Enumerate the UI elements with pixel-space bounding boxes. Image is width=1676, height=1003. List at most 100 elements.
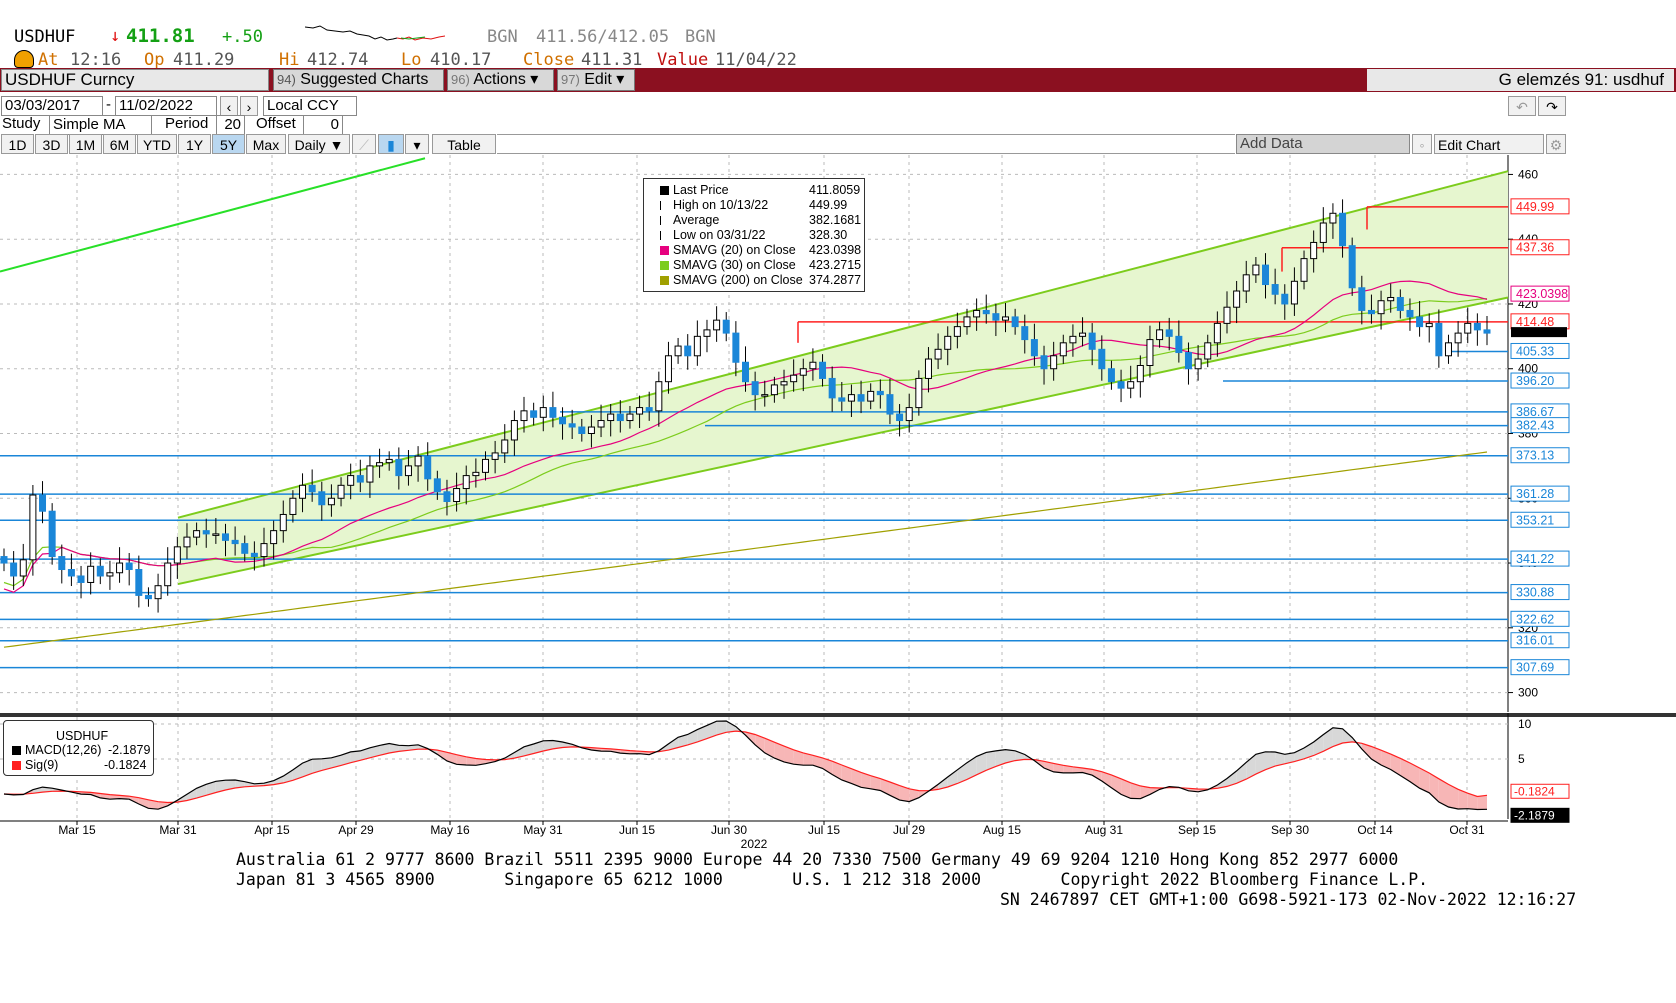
range-1y-button[interactable]: 1Y — [178, 134, 211, 154]
range-1d-button[interactable]: 1D — [1, 134, 34, 154]
price-change: +.50 — [222, 27, 263, 47]
candle-body-61 — [587, 426, 595, 434]
candle-body-55 — [530, 410, 538, 418]
ask-source: BGN — [685, 27, 716, 47]
price-tag-8: 373.13 — [1510, 447, 1570, 464]
candle-body-0 — [0, 556, 8, 564]
prev-period-button[interactable]: ‹ — [220, 96, 238, 116]
candle-body-16 — [154, 585, 162, 600]
range-6m-button[interactable]: 6M — [103, 134, 136, 154]
candle-43 — [414, 446, 422, 482]
x-tick-label-4: May 16 — [430, 823, 470, 837]
frequency-select[interactable]: Daily ▼ — [288, 134, 350, 154]
x-tick-label-6: Jun 15 — [619, 823, 655, 837]
edit-button[interactable]: 97) Edit ▾ — [557, 69, 635, 91]
price-tag-12: 330.88 — [1510, 584, 1570, 601]
macd-fill-79 — [764, 738, 775, 759]
legend-value-2: 382.1681 — [809, 213, 862, 227]
macd-legend-value-0: -2.1879 — [108, 743, 151, 757]
candle-body-75 — [722, 319, 730, 334]
macd-fill-109 — [1053, 763, 1064, 773]
range-max-button[interactable]: Max — [246, 134, 286, 154]
macd-fill-139 — [1342, 728, 1353, 744]
intraday-sparkline — [305, 25, 445, 41]
security-field[interactable]: USDHUF Curncy — [1, 69, 269, 91]
macd-fill-48 — [466, 756, 476, 766]
chart-type-candle-button[interactable]: ▮ — [378, 134, 404, 154]
candle-body-14 — [135, 569, 143, 596]
range-ytd-button[interactable]: YTD — [137, 134, 177, 154]
range-5y-button[interactable]: 5Y — [212, 134, 245, 154]
macd-chart[interactable]: 510-0.1824-2.1879 — [0, 713, 1676, 823]
candle-body-111 — [1069, 335, 1077, 344]
candle-110 — [1059, 334, 1067, 364]
bid-source: BGN — [487, 27, 518, 47]
settings-gear-icon[interactable]: ⚙ — [1546, 134, 1566, 154]
price-tag-2: 423.0398 — [1510, 285, 1570, 302]
candle-92 — [886, 378, 894, 425]
candle-82 — [790, 359, 798, 392]
macd-legend-label-1: Sig(9) — [25, 758, 59, 772]
candle-body-129 — [1242, 274, 1250, 292]
legend-swatch-4 — [660, 246, 669, 255]
candle-body-26 — [250, 552, 258, 558]
suggested-charts-button[interactable]: 94) Suggested Charts — [273, 69, 444, 91]
candle-122 — [1175, 320, 1183, 363]
macd-fill-87 — [841, 764, 852, 784]
range-3d-button[interactable]: 3D — [35, 134, 68, 154]
candle-body-125 — [1204, 342, 1212, 360]
start-date-field[interactable]: 03/03/2017 — [1, 96, 103, 116]
candle-55 — [530, 402, 538, 426]
macd-fill-137 — [1323, 727, 1333, 752]
end-date-field[interactable]: 11/02/2022 — [115, 96, 217, 116]
macd-fill-108 — [1044, 761, 1054, 772]
candle-body-19 — [183, 536, 191, 548]
candle-98 — [944, 326, 952, 366]
candle-body-90 — [867, 390, 875, 402]
currency-select[interactable]: Local CCY — [263, 96, 357, 116]
legend-label-4: SMAVG (20) on Close — [673, 243, 796, 257]
undo-button[interactable]: ↶ — [1508, 96, 1536, 116]
candle-151 — [1454, 321, 1462, 357]
candle-body-52 — [501, 439, 509, 454]
redo-button[interactable]: ↷ — [1538, 96, 1566, 116]
edit-chart-button[interactable]: Edit Chart — [1434, 134, 1544, 154]
range-1m-button[interactable]: 1M — [69, 134, 102, 154]
candle-body-114 — [1098, 348, 1106, 370]
candle-body-102 — [982, 309, 990, 315]
macd-fill-104 — [1005, 749, 1016, 764]
period-label: Period — [165, 115, 209, 132]
chart-legend — [643, 178, 865, 292]
actions-button[interactable]: 96) Actions ▾ — [447, 69, 554, 91]
candle-body-104 — [1002, 316, 1010, 321]
candle-body-48 — [462, 475, 470, 490]
offset-input[interactable]: 0 — [303, 115, 343, 135]
next-period-button[interactable]: › — [240, 96, 258, 116]
candle-body-115 — [1107, 368, 1115, 383]
candle-37 — [356, 459, 364, 493]
candle-118 — [1136, 355, 1144, 398]
legend-label-2: Average — [673, 213, 720, 227]
add-data-field[interactable]: Add Data — [1236, 134, 1410, 154]
macd-fill-78 — [755, 734, 765, 753]
candle-132 — [1271, 268, 1279, 305]
macd-tag-label-0: -0.1824 — [1514, 784, 1555, 798]
study-select[interactable]: Simple MA — [49, 115, 152, 135]
candle-13 — [125, 552, 133, 586]
toolbar-button-1[interactable]: ◦ — [1412, 134, 1432, 154]
macd-fill-143 — [1381, 750, 1391, 770]
candle-8 — [77, 565, 85, 599]
period-input[interactable]: 20 — [216, 115, 245, 135]
candle-body-72 — [693, 335, 701, 357]
chart-type-line-button[interactable]: ⟋ — [352, 134, 376, 154]
candle-body-68 — [655, 381, 663, 412]
bid-ask: 411.56/412.05 — [536, 27, 670, 47]
candle-38 — [366, 455, 374, 498]
price-tag-label-12: 330.88 — [1516, 586, 1554, 600]
chart-type-dropdown[interactable]: ▾ — [405, 134, 429, 154]
price-tag-box-13 — [1510, 610, 1570, 627]
candle-body-21 — [202, 530, 210, 535]
candle-105 — [1011, 308, 1019, 335]
table-button[interactable]: Table — [432, 134, 496, 154]
candle-body-147 — [1416, 316, 1424, 328]
